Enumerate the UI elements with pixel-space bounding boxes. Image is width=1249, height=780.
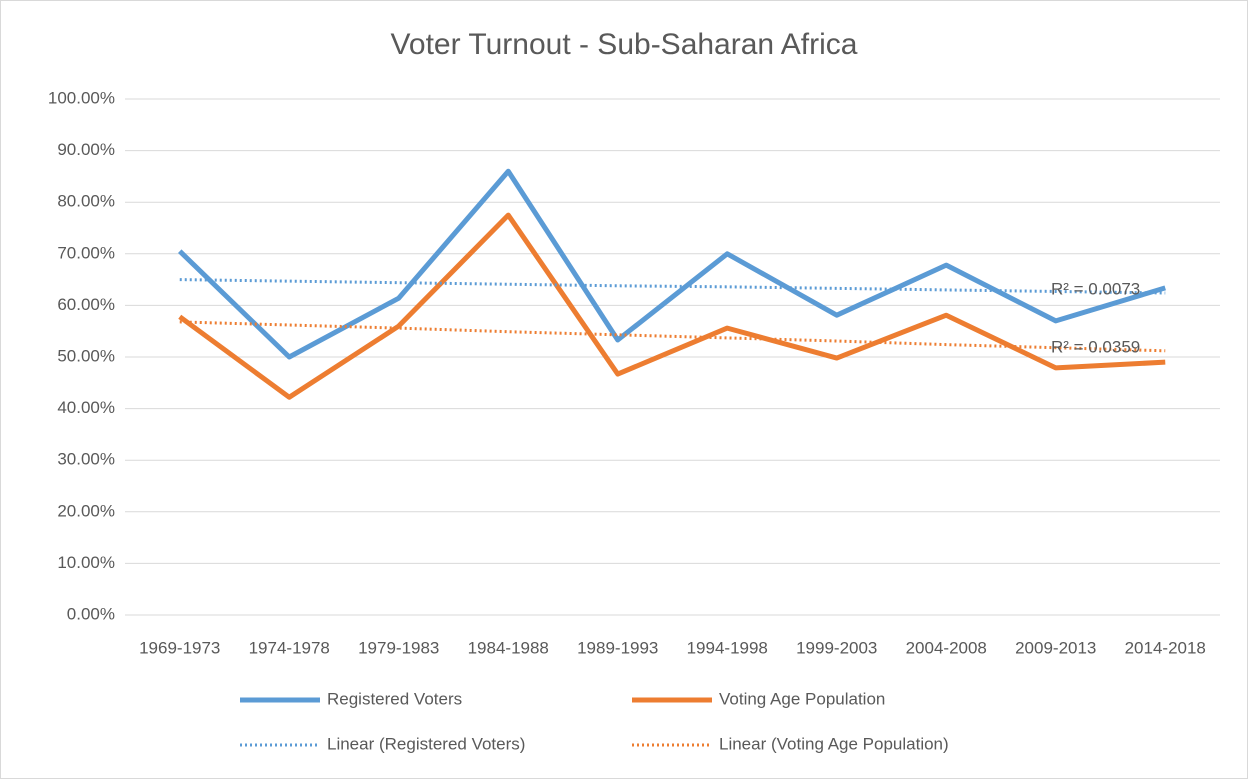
x-tick-label: 1969-1973	[139, 638, 220, 657]
series-line	[178, 168, 1166, 360]
x-tick-label: 1979-1983	[358, 638, 439, 657]
x-tick-label: 1974-1978	[249, 638, 330, 657]
r-squared-label: R² = 0.0359	[1051, 337, 1140, 356]
y-tick-label: 30.00%	[57, 450, 115, 469]
x-tick-label: 2009-2013	[1015, 638, 1096, 657]
y-tick-label: 60.00%	[57, 295, 115, 314]
legend-label: Linear (Voting Age Population)	[719, 734, 949, 753]
y-tick-label: 90.00%	[57, 140, 115, 159]
trendline	[179, 278, 1166, 295]
legend-label: Registered Voters	[327, 689, 462, 708]
y-tick-label: 50.00%	[57, 346, 115, 365]
x-tick-label: 1994-1998	[687, 638, 768, 657]
legend-label: Linear (Registered Voters)	[327, 734, 525, 753]
series-line	[178, 212, 1166, 400]
trendline	[179, 320, 1166, 353]
y-tick-label: 20.00%	[57, 501, 115, 520]
y-tick-label: 10.00%	[57, 553, 115, 572]
x-tick-label: 1999-2003	[796, 638, 877, 657]
y-tick-label: 0.00%	[67, 604, 115, 623]
y-tick-label: 100.00%	[48, 88, 115, 107]
x-tick-label: 2014-2018	[1125, 638, 1206, 657]
x-tick-label: 1989-1993	[577, 638, 658, 657]
x-tick-label: 2004-2008	[906, 638, 987, 657]
y-tick-label: 80.00%	[57, 192, 115, 211]
r-squared-label: R² = 0.0073	[1051, 280, 1140, 299]
y-tick-label: 70.00%	[57, 243, 115, 262]
y-tick-label: 40.00%	[57, 398, 115, 417]
legend-label: Voting Age Population	[719, 689, 885, 708]
chart-title: Voter Turnout - Sub-Saharan Africa	[391, 28, 858, 61]
x-tick-label: 1984-1988	[468, 638, 549, 657]
